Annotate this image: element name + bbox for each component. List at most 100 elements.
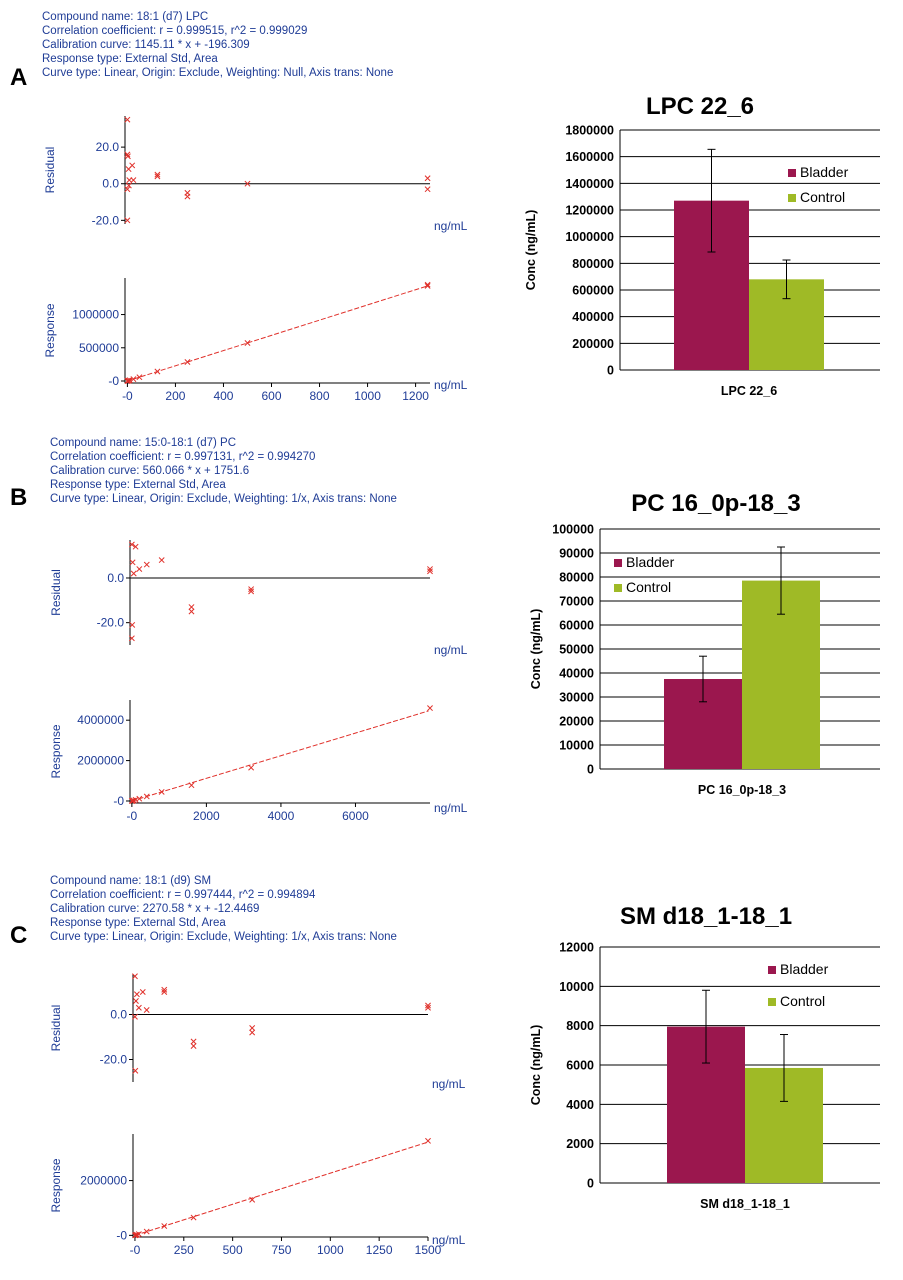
x-tick-label: 6000 [342,809,369,823]
y-tick-label: 0 [587,1177,594,1191]
y-axis-label: Response [49,724,63,778]
x-tick-label: 400 [213,389,233,403]
y-tick-label: 50000 [559,643,594,657]
y-tick-label: 2000000 [77,754,124,768]
data-point [184,193,191,200]
info-line: Calibration curve: 1145.11 * x + -196.30… [42,39,250,51]
data-point [424,281,431,288]
y-tick-label: 800000 [572,257,614,271]
x-axis-label: ng/mL [432,1077,466,1091]
data-point [249,1196,256,1203]
info-line: Correlation coefficient: r = 0.997131, r… [50,451,316,463]
y-tick-label: 2000000 [80,1174,127,1188]
bar-chart-b: PC 16_0p-18_3 0 10000 20000 30000 40000 50000 6… [529,490,880,797]
y-tick-label: 40000 [559,667,594,681]
data-point [143,793,150,800]
y-tick-label: 1800000 [565,124,614,138]
data-point [190,1038,197,1045]
x-tick-label: -0 [130,1243,141,1257]
data-point [125,377,132,384]
legend-label: Bladder [626,554,675,570]
panel-label-c: C [10,922,28,949]
y-tick-label: -20.0 [97,616,125,630]
y-tick-label: 20.0 [96,140,120,154]
y-tick-label: 0.0 [110,1008,127,1022]
x-axis-label: ng/mL [434,643,468,657]
compound-info-b: Compound name: 15:0-18:1 (d7) PC Correla… [50,436,397,506]
data-point [424,283,431,289]
y-tick-label: 1400000 [565,177,614,191]
y-tick-label: 400000 [572,310,614,324]
y-axis-label: Residual [49,569,63,616]
data-point [154,173,161,180]
data-point [248,586,255,593]
info-line: Curve type: Linear, Origin: Exclude, Wei… [50,493,397,505]
data-point [133,1231,140,1238]
data-point [158,557,165,564]
data-point [139,989,146,995]
data-point [132,1067,139,1074]
data-point [249,1029,256,1036]
data-point [244,340,251,346]
data-point [135,1231,142,1238]
data-point [188,782,195,789]
info-line: Calibration curve: 2270.58 * x + -12.446… [50,903,260,915]
data-point [143,561,150,568]
data-point [424,175,431,182]
y-tick-label: 100000 [552,523,594,537]
info-line: Curve type: Linear, Origin: Exclude, Wei… [50,931,397,943]
data-point [161,989,168,995]
y-tick-label: -20.0 [92,213,120,227]
panel-label-a: A [10,64,28,91]
x-tick-label: -0 [122,389,133,403]
y-tick-label: 90000 [559,547,594,561]
data-point [158,788,165,795]
data-point [188,608,195,615]
x-tick-label: 2000 [193,809,220,823]
y-tick-label: -0 [116,1228,127,1242]
legend-label: Bladder [780,961,829,977]
y-axis-label: Residual [49,1005,63,1052]
y-tick-label: 1000000 [72,308,119,322]
y-tick-label: 1200000 [565,204,614,218]
info-line: Curve type: Linear, Origin: Exclude, Wei… [42,67,394,79]
panel-label-b: B [10,484,28,511]
chart-title: LPC 22_6 [646,93,754,120]
info-line: Correlation coefficient: r = 0.999515, r… [42,25,308,37]
data-point [425,1004,431,1011]
data-point [249,1025,256,1031]
y-axis-label: Residual [43,147,57,194]
data-point [128,541,135,548]
legend-swatch [788,169,796,177]
y-tick-label: 4000 [566,1098,594,1112]
bar-chart-c: SM d18_1-18_1 0 2000 4000 6000 8000 10000 12000… [529,903,880,1211]
legend-swatch [788,194,796,202]
y-axis-label: Conc (ng/mL) [529,609,543,690]
data-point [161,1223,168,1229]
chart-title: PC 16_0p-18_3 [631,490,800,517]
y-tick-label: 8000 [566,1019,594,1033]
legend-label: Control [626,579,671,595]
data-point [130,177,137,184]
y-axis-label: Response [43,303,57,357]
y-tick-label: 0.0 [107,571,124,585]
legend-label: Control [800,189,845,205]
data-point [143,1007,150,1013]
fit-line [127,285,429,382]
y-axis-label: Response [49,1158,63,1212]
data-point [248,588,255,595]
data-point [130,570,137,577]
y-tick-label: 6000 [566,1059,594,1073]
fit-line [134,1142,427,1236]
x-tick-label: 800 [310,389,330,403]
data-point [125,182,132,189]
residual-plot-a: 20.0 0.0 -20.0 Residual ng/mL [43,116,468,233]
x-tick-label: 250 [174,1243,194,1257]
data-point [161,986,168,993]
data-point [427,568,433,575]
data-point [190,1043,197,1049]
data-point [425,1002,431,1009]
data-point [124,186,131,193]
y-tick-label: 60000 [559,619,594,633]
data-point [424,186,431,193]
